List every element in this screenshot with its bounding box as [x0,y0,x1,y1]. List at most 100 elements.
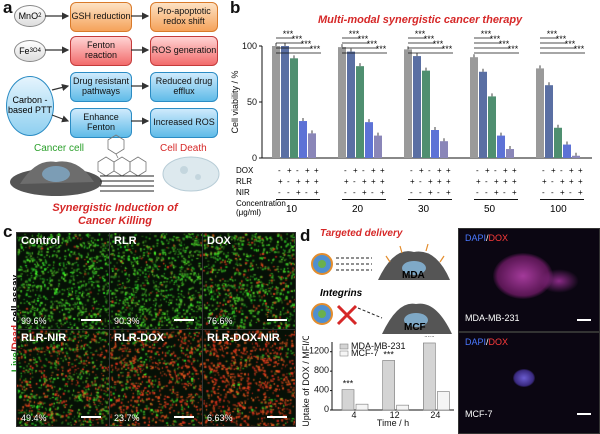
drug-resistant-box: Drug resistant pathways [70,72,132,102]
mda-cell-blob-2 [539,269,579,293]
mno2-label: MnO [18,11,39,21]
panel-d-letter: d [300,226,311,245]
bar [347,51,355,158]
sign-cell: + [314,166,319,175]
uptake-bar [437,391,450,411]
uptake-x-tick-label: 12 [390,410,400,420]
sig-stars: *** [376,44,387,54]
sign-cell: - [287,188,290,197]
kill-arrows [100,175,154,192]
bar [272,46,280,158]
sign-cell: + [578,177,583,186]
sign-cell: + [362,188,367,197]
cancer-cell-icon [10,161,102,196]
sign-cell: + [419,166,424,175]
micrograph-tile: RLR-NIR 49.4% [16,329,110,427]
category-underline [408,199,452,200]
bar [488,96,496,158]
sign-cell: + [428,188,433,197]
sign-cell: - [278,166,281,175]
sig-stars: *** [310,44,321,54]
uptake-bar [382,360,395,411]
sign-cell: - [542,188,545,197]
sign-cell: - [353,177,356,186]
bar [431,130,439,158]
uptake-sig: *** [343,379,354,389]
category-underline [276,199,320,200]
category-label: 30 [418,204,430,215]
micrograph-percentage: 76.6% [207,316,233,326]
sign-cell: + [512,177,517,186]
micrograph-tile: RLR-DOX-NIR 6.63% [202,329,296,427]
sign-cell: - [476,166,479,175]
sign-cell: + [512,188,517,197]
micrograph-tile: DOX 76.6% [202,232,296,330]
bar [299,121,307,158]
sign-cell: - [410,166,413,175]
sign-cell: - [353,188,356,197]
sign-cell: + [278,177,283,186]
sign-cell: + [494,188,499,197]
targeting-schematic [311,243,452,334]
sig-stars: *** [574,44,585,54]
sign-cell: + [362,177,367,186]
img2-scalebar [577,413,591,415]
micrograph-speckle [203,330,295,426]
micrograph-tile: RLR 90.3% [109,232,203,330]
sig-stars: *** [442,44,453,54]
micrograph-scalebar [174,319,194,321]
micrograph-label: RLR [114,235,137,247]
uptake-bar [355,403,369,411]
sign-cell: - [419,177,422,186]
sign-cell: - [287,177,290,186]
panel-c-letter: c [3,222,13,241]
uptake-y-tick-label: 0 [324,404,329,414]
micrograph-tile: RLR-DOX 23.7% [109,329,203,427]
img1-label: DAPI/DOX [465,233,509,243]
micrograph-speckle [17,233,109,329]
sign-cell: - [410,188,413,197]
sign-cell: - [503,188,506,197]
increased-ros-box: Increased ROS [150,108,218,138]
micrograph-percentage: 6.63% [207,413,233,423]
y-axis-label: Cell viability / % [230,70,240,133]
sign-row-label: DOX [236,166,254,175]
fe3o4-sub: 3O4 [29,48,41,54]
sig-stars: *** [283,29,294,39]
uptake-bar [341,389,355,411]
bar [290,58,298,158]
sign-cell: - [551,177,554,186]
uptake-y-tick-label: 800 [314,365,329,375]
treatment-sign-table: DOX - + - + + - + - + + - + - + + - + - + + - + - + + RLR + - + + + + - + +… [232,166,600,226]
sign-cell: + [353,166,358,175]
y-tick-label: 0 [252,153,257,163]
sign-cell: + [371,177,376,186]
category-label: 20 [352,204,364,215]
bar [413,56,421,158]
sign-cell: - [296,166,299,175]
sig-stars: *** [481,29,492,39]
bar [506,149,514,158]
sign-cell: - [344,188,347,197]
sign-cell: - [542,166,545,175]
sig-stars: *** [565,39,576,49]
micrograph-scalebar [267,319,287,321]
uptake-legend-label: MDA-MB-231 [351,341,406,351]
carbon-ptt-ellipse: Carbon -based PTT [6,76,54,136]
img1-caption: MDA-MB-231 [465,313,520,323]
mda-label: MDA [402,270,425,281]
sign-cell: - [344,166,347,175]
sign-cell: - [569,188,572,197]
sign-cell: + [344,177,349,186]
sign-cell: + [551,166,556,175]
uptake-x-tick-label: 24 [430,410,440,420]
img1-scalebar [577,319,591,321]
dead-cell-icon [162,156,220,192]
sign-cell: + [428,177,433,186]
cell-death-label: Cell Death [160,143,207,154]
sign-cell: + [485,166,490,175]
micrograph-percentage: 49.4% [21,413,47,423]
sign-cell: - [428,166,431,175]
